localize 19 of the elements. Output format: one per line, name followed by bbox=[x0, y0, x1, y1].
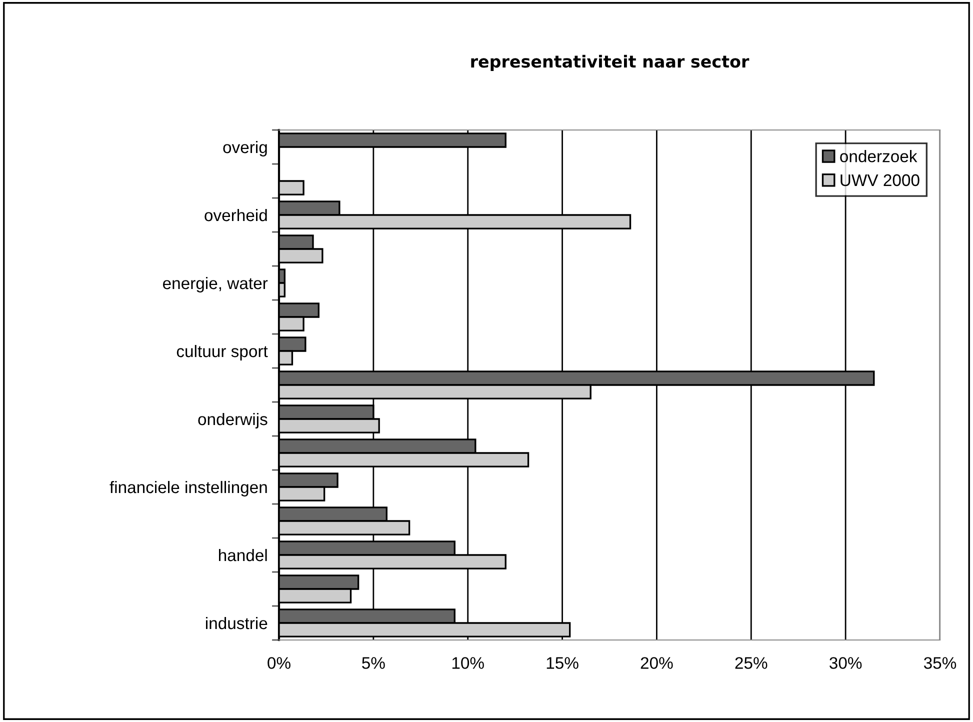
y-tick-label: handel bbox=[219, 548, 267, 562]
x-tick-label: 30% bbox=[830, 657, 862, 669]
y-tick-label: energie, water bbox=[162, 276, 268, 292]
y-tick-label: overheid bbox=[204, 208, 267, 222]
legend-label: UWV 2000 bbox=[840, 174, 920, 186]
y-tick-label: cultuur sport bbox=[176, 344, 268, 360]
x-tick-label: 20% bbox=[640, 657, 673, 669]
legend-label: onderzoek bbox=[840, 150, 918, 162]
y-tick-label: onderwijs bbox=[198, 412, 268, 428]
x-tick-label: 35% bbox=[924, 657, 956, 669]
y-tick-label: financiele instellingen bbox=[110, 480, 267, 496]
y-tick-label: industrie bbox=[206, 616, 268, 630]
x-tick-label: 0% bbox=[268, 657, 290, 669]
chart-title: representativiteit naar sector bbox=[471, 54, 750, 71]
x-tick-label: 15% bbox=[546, 657, 578, 669]
x-tick-label: 10% bbox=[452, 657, 484, 669]
x-tick-label: 5% bbox=[362, 657, 385, 669]
y-tick-label: overig bbox=[223, 140, 267, 156]
x-tick-label: 25% bbox=[735, 657, 768, 669]
